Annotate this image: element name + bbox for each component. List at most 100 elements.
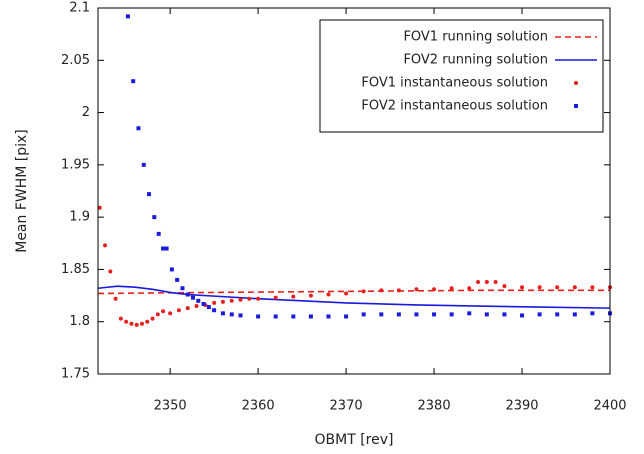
point [537,312,542,317]
point [131,79,136,84]
point [169,267,174,272]
point [449,312,454,317]
point [493,279,498,284]
point [520,313,525,318]
point [212,300,217,305]
point [156,231,161,236]
point [291,294,296,299]
point [432,287,437,292]
point [520,285,525,290]
point [118,316,123,321]
point [344,291,349,296]
x-tick-label: 2360 [242,399,275,414]
y-tick-label: 1.8 [69,314,90,329]
point [308,314,313,319]
point [326,314,331,319]
point [379,312,384,317]
point [396,288,401,293]
legend-swatch [574,81,578,85]
point [247,296,252,301]
x-tick-label: 2390 [505,399,538,414]
point [308,293,313,298]
legend-label: FOV1 running solution [403,30,548,45]
x-tick-label: 2350 [154,399,187,414]
point [414,287,419,292]
point [229,298,234,303]
point [449,286,454,291]
point [238,313,243,318]
point [476,279,481,284]
legend-box [319,19,604,133]
point [161,309,166,314]
point [212,308,217,313]
point [344,314,349,319]
point [467,311,472,316]
x-tick-label: 2380 [418,399,451,414]
y-tick-label: 1.75 [61,367,90,382]
point [191,295,196,300]
y-tick-label: 2 [82,105,90,120]
point [155,312,160,317]
series-line [97,285,611,309]
point [185,306,190,311]
point [175,277,180,282]
point [194,304,199,309]
point [145,319,150,324]
x-tick-label: 2400 [593,399,626,414]
point [379,288,384,293]
y-axis-label: Mean FWHM [pix] [14,129,30,253]
point [256,296,261,301]
point [147,192,152,197]
point [152,215,157,220]
plot-frame [97,7,611,375]
point [220,299,225,304]
point [326,292,331,297]
point [161,246,166,251]
point [291,314,296,319]
point [136,126,141,131]
point [484,312,489,317]
point [572,285,577,290]
legend-swatch [574,104,578,108]
y-tick-label: 2.05 [61,53,90,68]
point [396,312,401,317]
series-line [97,289,610,295]
y-tick-label: 1.9 [69,210,90,225]
point [484,279,489,284]
point [139,321,144,326]
point [238,297,243,302]
point [572,312,577,317]
point [185,292,190,297]
point [124,319,129,324]
point [361,289,366,294]
point [164,246,169,251]
x-axis-label: OBMT [rev] [315,432,394,448]
point [229,312,234,317]
point [201,301,206,306]
y-tick-label: 1.95 [61,157,90,172]
point [537,285,542,290]
point [256,314,261,319]
point [150,316,155,321]
x-tick-label: 2370 [330,399,363,414]
point [125,14,130,19]
point [467,286,472,291]
legend-label: FOV1 instantaneous solution [361,76,548,91]
point [134,322,139,327]
point [502,284,507,289]
point [555,285,560,290]
point [590,285,595,290]
point [108,269,113,274]
point [220,311,225,316]
point [103,243,108,248]
point [206,305,211,310]
point [502,312,507,317]
point [129,321,134,326]
point [176,308,181,313]
point [414,312,419,317]
legend-label: FOV2 running solution [403,53,548,68]
point [168,311,173,316]
point [141,162,146,167]
